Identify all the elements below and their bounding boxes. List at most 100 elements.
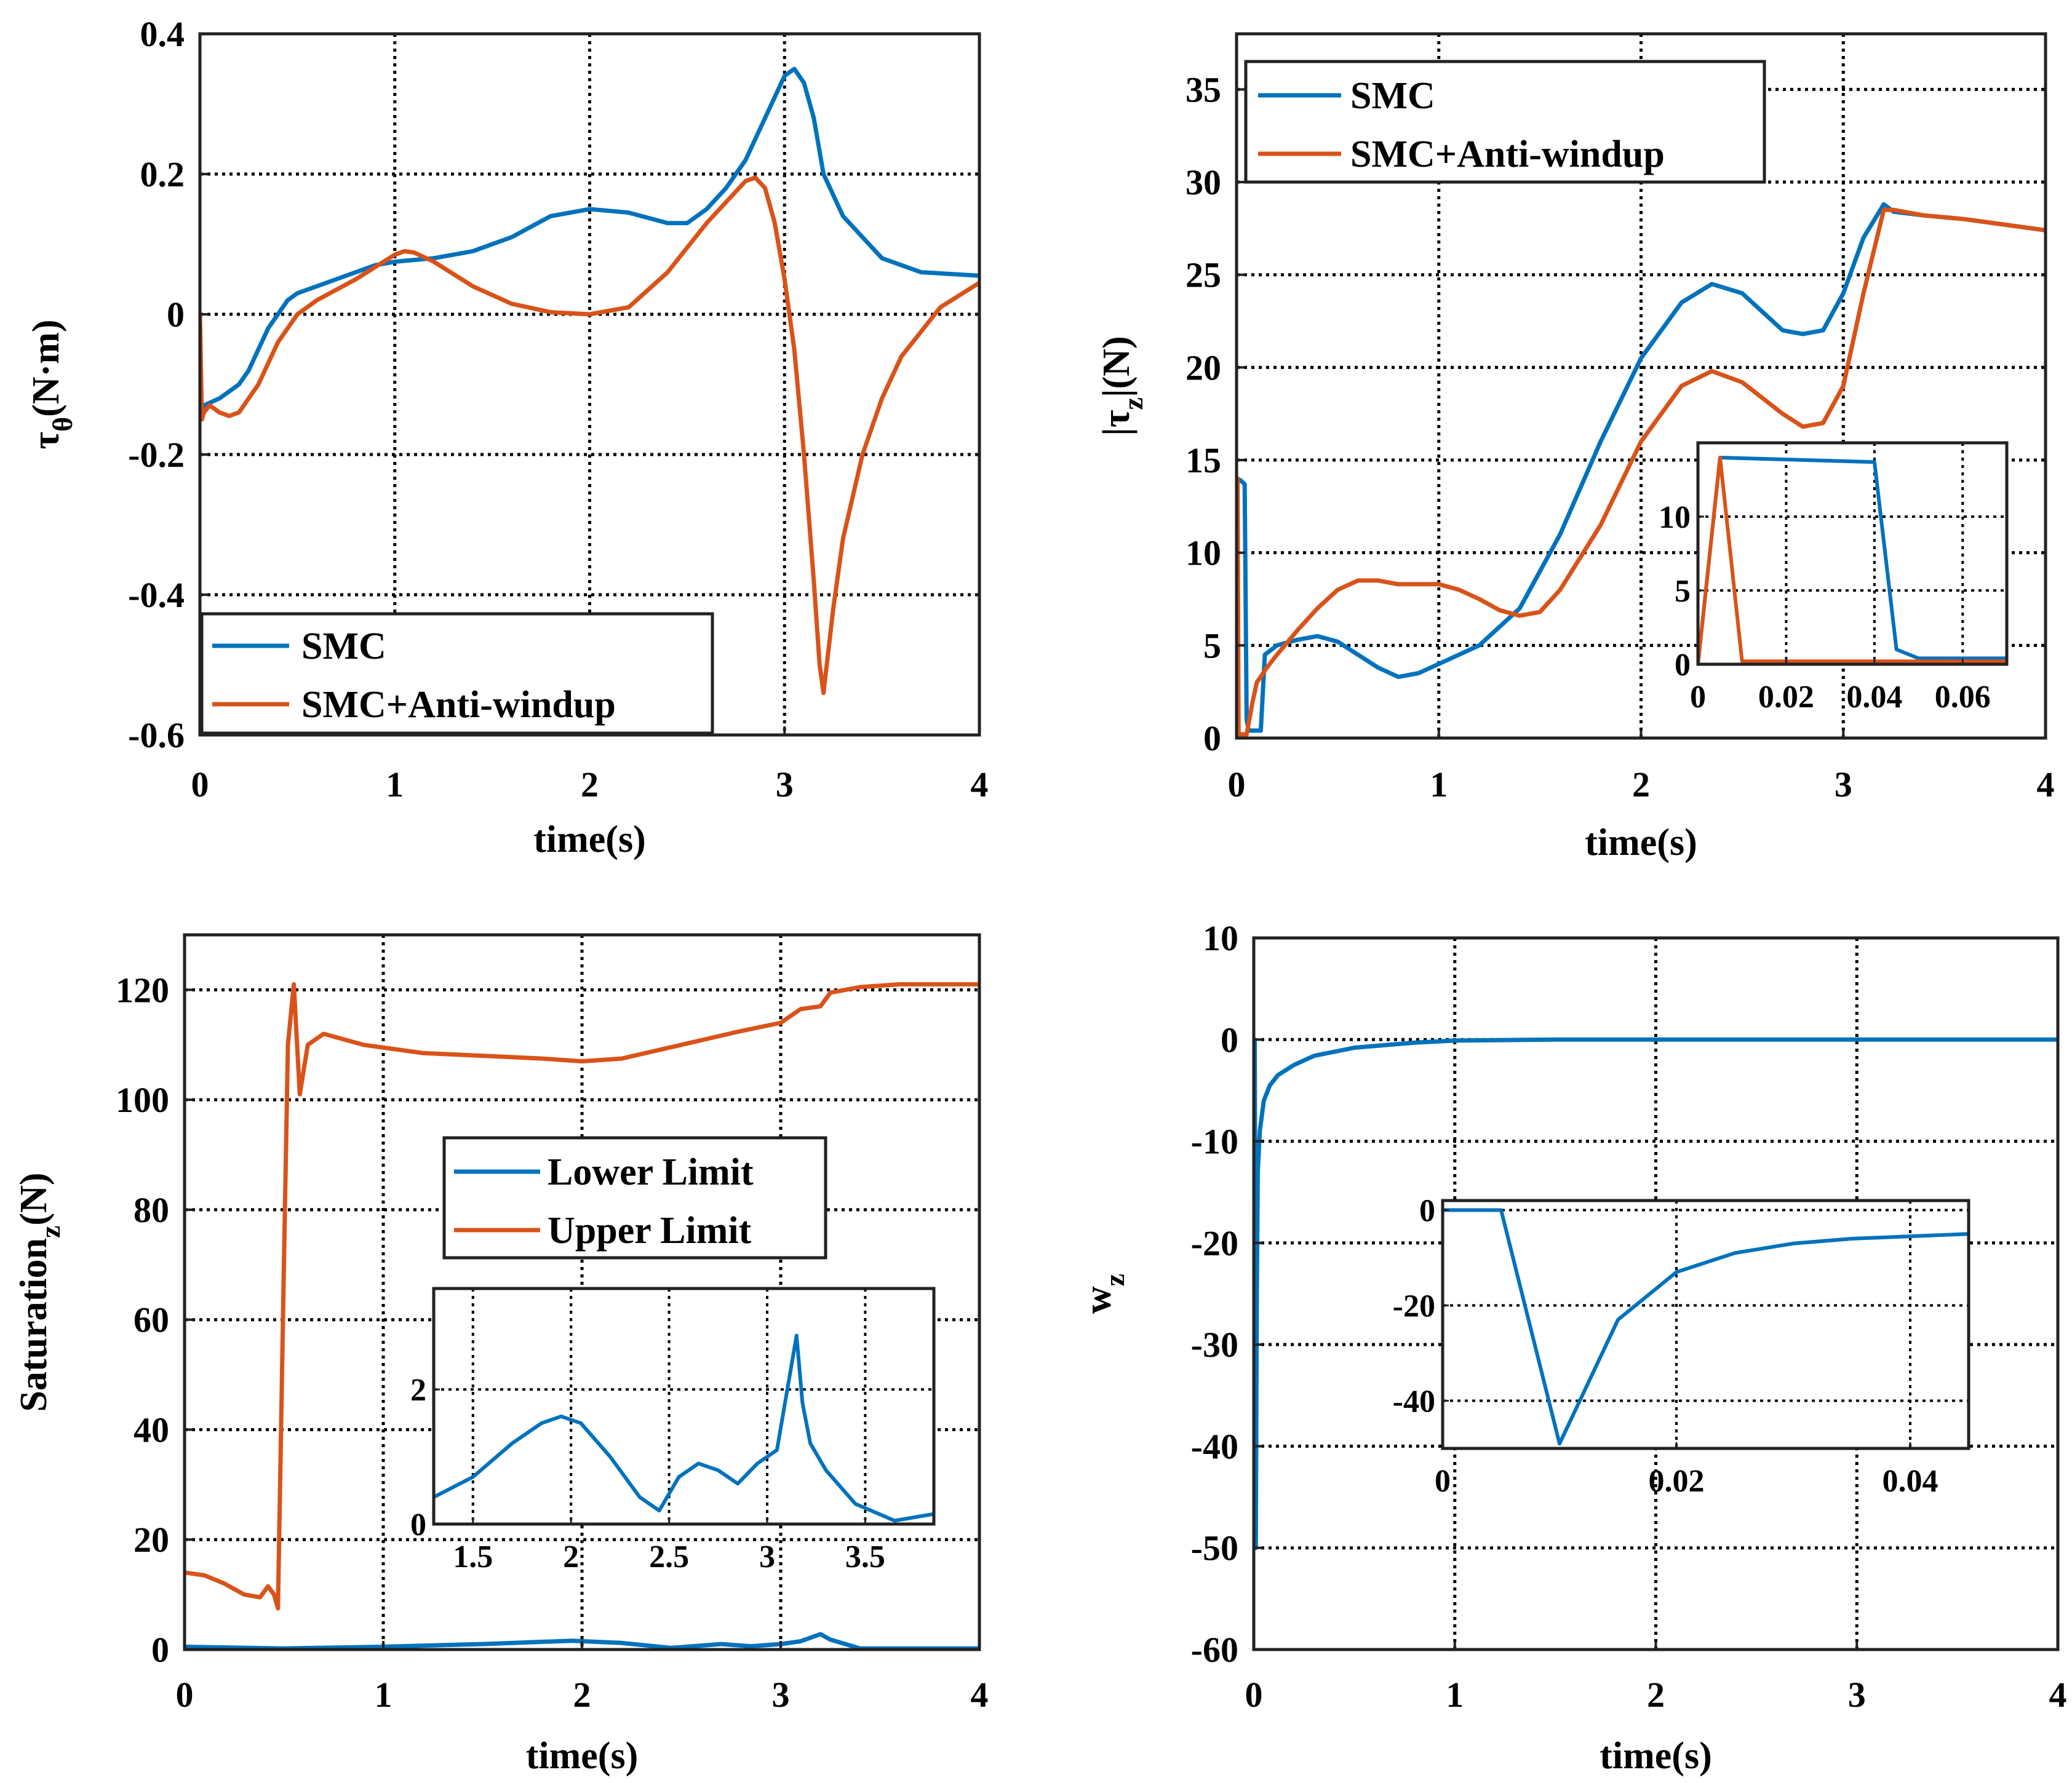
y-tick-label: 30: [1185, 162, 1221, 202]
y-tick-label: -50: [1191, 1528, 1238, 1568]
x-tick-label: 1: [386, 764, 404, 804]
inset-x-tick-label: 3.5: [845, 1539, 885, 1575]
x-axis-label: time(s): [1585, 822, 1697, 864]
inset-area: [434, 1289, 934, 1524]
x-tick-label: 2: [1647, 1675, 1665, 1715]
x-tick-label: 1: [1446, 1675, 1464, 1715]
y-tick-label: -0.6: [128, 715, 185, 755]
y-tick-label: 80: [133, 1190, 169, 1230]
y-tick-label: -0.2: [128, 435, 185, 475]
y-axis-label: τθ(N·m): [25, 320, 78, 450]
y-tick-label: -30: [1191, 1325, 1238, 1365]
x-tick-label: 3: [1848, 1675, 1866, 1715]
y-tick-label: 20: [1185, 347, 1221, 387]
inset-frame: [432, 1287, 936, 1526]
x-tick-label: 3: [1835, 764, 1852, 804]
x-tick-label: 0: [1228, 764, 1246, 804]
x-axis-label: time(s): [526, 1735, 638, 1777]
inset-y-tick-label: -20: [1393, 1289, 1435, 1324]
x-axis-label: time(s): [533, 819, 645, 860]
inset-x-tick-label: 0.04: [1846, 680, 1902, 715]
panel-tau-z: 0 1 2 3 4 0 5 10 15 20 25 30 35 time(s) |τz|(N) SMC SMC+…: [1096, 32, 2055, 864]
panel-saturation-z: 0 1 2 3 4020406080100120time(s)Saturationz(N…: [13, 933, 989, 1777]
y-tick-label: -40: [1191, 1426, 1238, 1466]
legend-entry: Lower Limit: [548, 1151, 754, 1193]
series-wz: [1254, 1037, 2058, 1551]
y-tick-label: 25: [1185, 255, 1221, 295]
y-tick-label: 40: [133, 1410, 169, 1450]
inset-frame: [1441, 1199, 1970, 1450]
series-lower-limit: [185, 1632, 979, 1650]
y-tick-label: 0: [167, 295, 185, 335]
x-tick-label: 0: [176, 1675, 194, 1715]
y-tick-label: -10: [1191, 1122, 1238, 1162]
y-tick-label: 5: [1203, 625, 1221, 665]
inset-y-tick-label: 0: [1419, 1194, 1435, 1229]
y-tick-label: 10: [1185, 533, 1221, 573]
legend-entry: SMC: [1350, 75, 1435, 117]
y-tick-label: 0.4: [140, 14, 185, 54]
inset-x-tick-label: 0: [1690, 680, 1706, 715]
inset-series-wz: [1443, 1208, 1969, 1446]
y-tick-label: 20: [133, 1520, 169, 1560]
y-tick-label: -0.4: [128, 575, 185, 615]
y-tick-label: -60: [1191, 1630, 1238, 1670]
series-smc-anti-windup: [1237, 207, 2046, 738]
inset-plot: 0 0.02 0.04 0.06 0 5 10: [1659, 441, 2009, 715]
inset-area: [1698, 443, 2007, 664]
x-tick-label: 1: [1430, 764, 1448, 804]
inset-x-tick-label: 0.02: [1758, 680, 1814, 715]
inset-series-lower-limit: [434, 1333, 934, 1523]
y-tick-label: 10: [1203, 918, 1238, 958]
series-smc-anti-windup: [200, 175, 979, 696]
y-tick-label: 0.2: [140, 154, 185, 194]
inset-plot: 0 0.02 0.04 -40 -20 0: [1393, 1194, 1970, 1499]
inset-frame: [1696, 441, 2009, 666]
x-tick-label: 4: [971, 1675, 989, 1715]
y-tick-label: 120: [116, 970, 169, 1010]
x-axis-label: time(s): [1600, 1735, 1711, 1777]
y-tick-label: 0: [151, 1630, 169, 1670]
x-tick-label: 2: [581, 764, 599, 804]
x-tick-label: 4: [2049, 1675, 2067, 1715]
legend-box: [1244, 60, 1766, 184]
inset-x-tick-label: 2.5: [649, 1539, 689, 1575]
inset-y-tick-label: 0: [410, 1507, 426, 1543]
legend-entry: Upper Limit: [548, 1210, 752, 1252]
panel-w-z: 0 1 2 3 4 -60 -50 -40 -30 -20 -10 0 10 time(s) wz 0 0.02…: [1077, 918, 2067, 1777]
y-tick-label: 15: [1185, 440, 1221, 480]
inset-x-tick-label: 2: [563, 1539, 579, 1575]
inset-x-tick-label: 3: [759, 1539, 775, 1575]
inset-y-tick-label: 10: [1659, 500, 1691, 535]
inset-y-tick-label: 0: [1675, 648, 1691, 683]
y-tick-label: 0: [1203, 718, 1221, 758]
series-smc: [200, 66, 979, 414]
legend-entry: SMC: [301, 625, 386, 667]
x-tick-label: 0: [1245, 1675, 1263, 1715]
inset-x-tick-label: 0.06: [1935, 680, 1991, 715]
y-tick-label: 60: [133, 1300, 169, 1340]
series-smc: [1237, 202, 2046, 738]
legend-box: [442, 1136, 827, 1260]
y-tick-label: -20: [1191, 1223, 1238, 1263]
inset-y-tick-label: 2: [410, 1373, 426, 1408]
x-tick-label: 4: [2037, 764, 2055, 804]
x-tick-label: 3: [772, 1675, 790, 1715]
series-upper-limit: [185, 982, 979, 1611]
x-tick-label: 3: [776, 764, 794, 804]
x-tick-label: 2: [1632, 764, 1650, 804]
x-tick-label: 0: [191, 764, 209, 804]
y-axis-label: |τz|(N): [1096, 336, 1149, 435]
legend-entry: SMC+Anti-windup: [1350, 133, 1665, 175]
inset-x-tick-label: 0.04: [1883, 1464, 1939, 1499]
y-tick-label: 35: [1185, 69, 1221, 109]
legend-box: [200, 612, 714, 735]
inset-x-tick-label: 0.02: [1649, 1464, 1705, 1499]
panel-tau-theta: 0 1 2 3 4 -0.6 -0.4 -0.2 0 0.2 0.4 time(s) τθ(N·m) SM…: [25, 14, 989, 860]
y-tick-label: 100: [116, 1080, 169, 1120]
y-tick-label: 0: [1221, 1020, 1238, 1060]
legend: SMC SMC+Anti-windup: [1244, 60, 1766, 184]
legend: SMC SMC+Anti-windup: [200, 612, 714, 735]
legend-entry: SMC+Anti-windup: [301, 684, 616, 726]
